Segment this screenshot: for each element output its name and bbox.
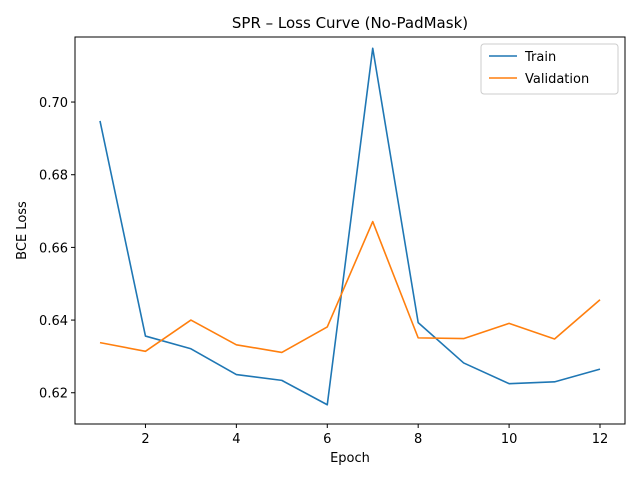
chart-title: SPR – Loss Curve (No-PadMask) bbox=[232, 14, 468, 32]
y-axis-ticks: 0.62 0.64 0.66 0.68 0.70 bbox=[39, 96, 75, 402]
x-tick-label: 10 bbox=[501, 432, 518, 447]
y-tick-label: 0.62 bbox=[39, 387, 68, 402]
x-axis-label: Epoch bbox=[330, 451, 370, 466]
y-tick-label: 0.64 bbox=[39, 314, 68, 329]
x-tick-label: 2 bbox=[141, 432, 149, 447]
x-tick-label: 4 bbox=[232, 432, 240, 447]
x-tick-label: 6 bbox=[323, 432, 331, 447]
x-tick-label: 8 bbox=[414, 432, 422, 447]
x-tick-label: 12 bbox=[592, 432, 609, 447]
legend-label-train: Train bbox=[524, 50, 556, 65]
legend-label-validation: Validation bbox=[525, 72, 589, 87]
series-line-validation bbox=[99, 220, 601, 354]
plot-frame bbox=[74, 36, 626, 425]
y-tick-label: 0.66 bbox=[39, 241, 68, 256]
y-axis-label: BCE Loss bbox=[15, 201, 30, 260]
series-lines bbox=[99, 47, 601, 406]
y-tick-label: 0.70 bbox=[39, 96, 68, 111]
legend: Train Validation bbox=[480, 43, 619, 95]
x-axis-ticks: 2 4 6 8 10 12 bbox=[141, 424, 608, 447]
series-line-train bbox=[99, 47, 601, 406]
y-tick-label: 0.68 bbox=[39, 169, 68, 184]
